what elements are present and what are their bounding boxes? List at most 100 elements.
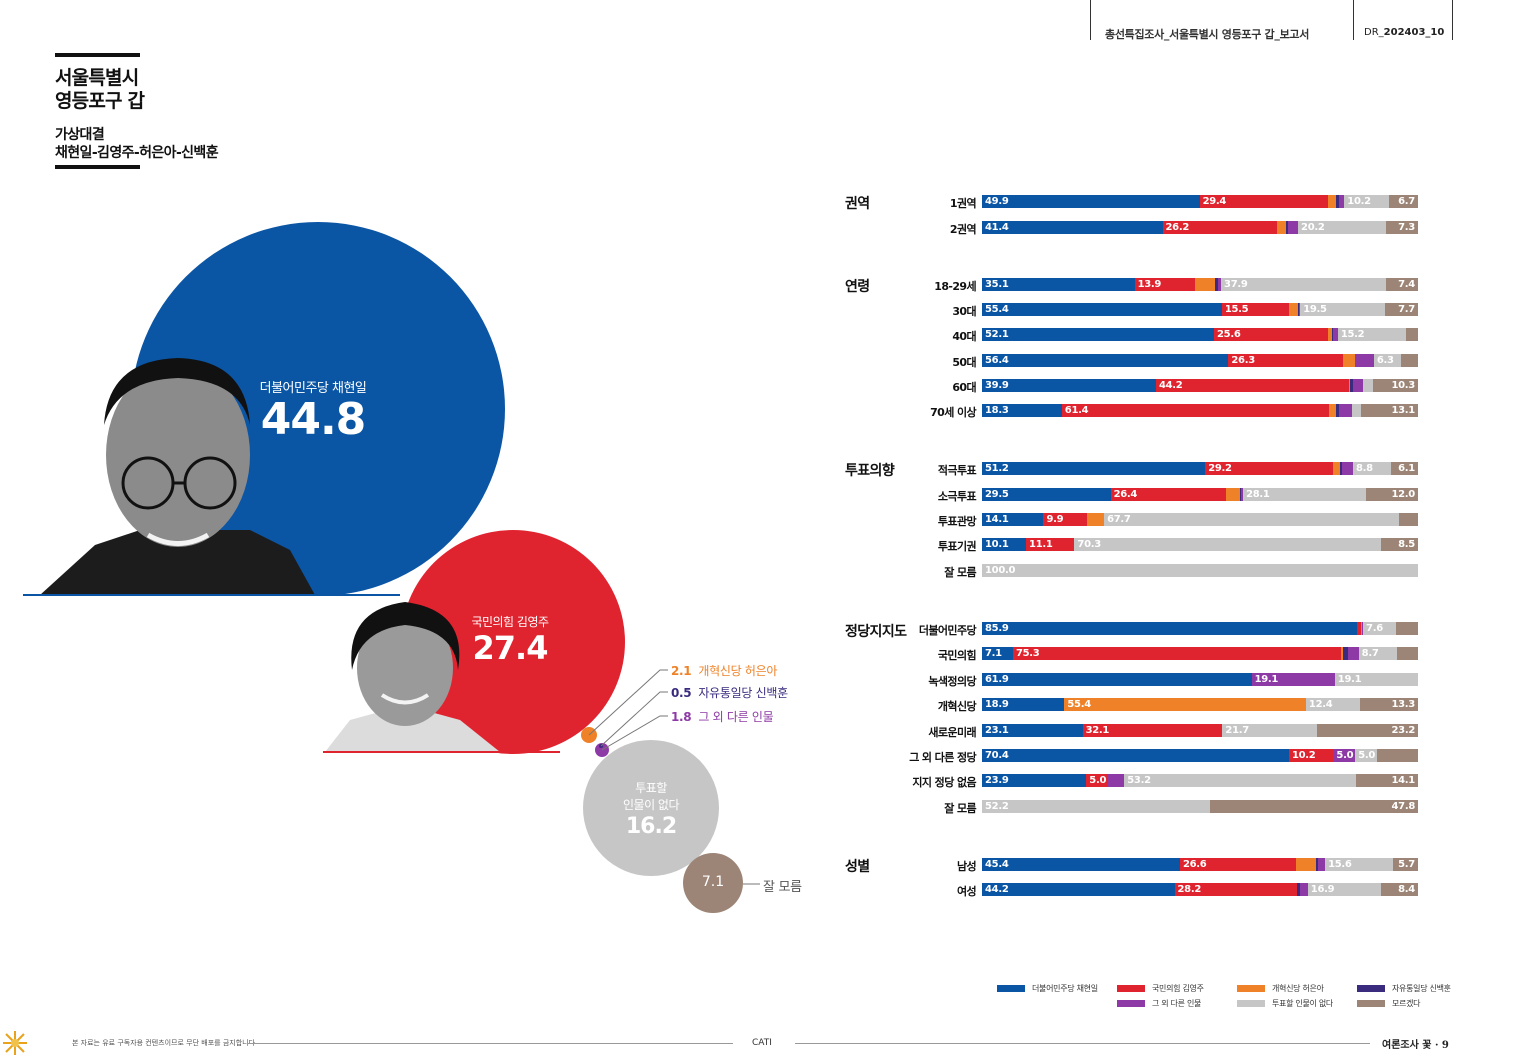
bar-value-label: 23.9	[985, 775, 1009, 786]
bar-segment-unity	[1332, 328, 1334, 341]
bar-segment-none: 21.7	[1222, 724, 1317, 737]
bar-row: 52.2 47.8	[982, 800, 1418, 813]
bar-row: 18.3 61.4 13.1	[982, 404, 1418, 417]
bar-value-label: 44.2	[985, 884, 1009, 895]
bar-row: 45.4 26.6 15.6 5.7	[982, 858, 1418, 871]
bar-segment-dem: 41.4	[982, 221, 1163, 234]
bar-value-label: 70.3	[1077, 539, 1101, 550]
bar-value-label: 19.5	[1303, 304, 1327, 315]
bar-segment-dem: 14.1	[982, 513, 1044, 526]
bar-segment-other: 5.0	[1333, 749, 1356, 762]
bar-value-label: 9.9	[1046, 514, 1064, 525]
bar-segment-other	[1288, 221, 1299, 234]
bar-segment-none: 52.2	[982, 800, 1210, 813]
callout-unity: 0.5 자유통일당 신백훈	[671, 684, 788, 701]
bar-value-label: 7.4	[1398, 279, 1415, 290]
bar-value-label: 39.9	[985, 380, 1009, 391]
bar-segment-unity	[1297, 883, 1300, 896]
bar-segment-ppp: 29.2	[1205, 462, 1333, 475]
bar-segment-unity	[1214, 278, 1218, 291]
bar-value-label: 29.2	[1208, 463, 1232, 474]
bar-value-label: 8.7	[1361, 648, 1379, 659]
bubble-ppp-name: 국민의힘 김영주	[471, 615, 549, 629]
bar-value-label: 7.6	[1366, 623, 1383, 634]
bubble-dem-name: 더불어민주당 채현일	[259, 381, 367, 396]
bar-value-label: 7.7	[1398, 304, 1415, 315]
bar-segment-dem: 45.4	[982, 858, 1180, 871]
bar-value-label: 13.9	[1137, 279, 1162, 290]
sunflower-logo-icon	[3, 1031, 27, 1055]
bar-segment-unity	[1339, 462, 1343, 475]
bar-value-label: 75.3	[1015, 648, 1040, 659]
bar-value-label: 8.8	[1355, 463, 1373, 474]
bar-segment-dunno: 13.1	[1360, 404, 1418, 417]
row-label: 여성	[956, 885, 977, 898]
bubble-dunno	[683, 853, 743, 913]
bar-value-label: 10.2	[1291, 750, 1316, 761]
bar-segment-dunno	[1396, 647, 1418, 660]
bar-segment-none: 8.8	[1352, 462, 1392, 475]
legend-label: 국민의힘 김영주	[1152, 984, 1204, 993]
callout-line-unity	[600, 691, 668, 747]
bar-segment-none: 7.6	[1363, 622, 1397, 635]
bar-segment-ppp: 61.4	[1061, 404, 1330, 417]
report-title: 총선특집조사_서울특별시 영등포구 갑_보고서	[1105, 28, 1310, 41]
bar-segment-dem: 85.9	[982, 622, 1357, 635]
bar-value-label: 28.1	[1246, 489, 1270, 500]
bar-segment-unity	[1286, 221, 1289, 234]
bar-row: 56.4 26.3 6.3	[982, 354, 1418, 367]
bar-segment-reform	[1195, 278, 1215, 291]
callout-line-other	[601, 715, 668, 751]
bar-segment-reform	[1332, 462, 1340, 475]
bar-value-label: 5.7	[1398, 859, 1415, 870]
bar-segment-other: 19.1	[1251, 673, 1335, 686]
report-code-prefix: DR_	[1364, 27, 1384, 38]
bar-row: 23.1 32.1 21.7 23.2	[982, 724, 1418, 737]
callout-line-reform	[588, 669, 668, 736]
bar-segment-other	[1333, 328, 1338, 341]
section-gender: 성별	[845, 859, 870, 875]
callout-unity-value: 0.5	[671, 686, 692, 700]
bar-segment-ppp: 29.4	[1199, 195, 1328, 208]
bar-segment-dunno: 6.7	[1388, 195, 1418, 208]
bar-segment-dunno	[1401, 354, 1418, 367]
bar-segment-dunno	[1396, 622, 1418, 635]
bar-value-label: 67.7	[1107, 514, 1131, 525]
row-label: 소극투표	[937, 490, 977, 503]
bar-segment-other	[1362, 622, 1364, 635]
legend-label: 모르겠다	[1392, 999, 1421, 1008]
bar-row: 23.9 5.0 53.2 14.1	[982, 774, 1418, 787]
bar-row: 18.9 55.4 12.4 13.3	[982, 698, 1418, 711]
bar-value-label: 11.1	[1029, 539, 1053, 550]
bubble-dem-value: 44.8	[260, 394, 367, 445]
bar-segment-dunno: 47.8	[1209, 800, 1418, 813]
bar-segment-ppp: 13.9	[1134, 278, 1195, 291]
bar-segment-dem: 49.9	[982, 195, 1200, 208]
bar-segment-dem: 23.9	[982, 774, 1087, 787]
bar-segment-dem: 18.3	[982, 404, 1062, 417]
bar-value-label: 10.2	[1347, 196, 1371, 207]
subtitle-line1: 가상대결	[55, 127, 105, 143]
bar-segment-dem: 39.9	[982, 379, 1156, 392]
bar-segment-other	[1298, 303, 1301, 316]
bar-segment-ppp: 32.1	[1082, 724, 1223, 737]
bar-segment-none	[1362, 379, 1374, 392]
row-label: 잘 모름	[944, 566, 976, 579]
bar-segment-none: 16.9	[1307, 883, 1382, 896]
bar-row: 7.1 75.3 8.7	[982, 647, 1418, 660]
bubble-chart	[23, 222, 760, 913]
bar-segment-none: 19.5	[1300, 303, 1385, 316]
bar-segment-dunno: 7.4	[1385, 278, 1418, 291]
bar-value-label: 61.4	[1064, 405, 1089, 416]
callout-other-label: 그 외 다른 인물	[698, 710, 774, 724]
row-label: 남성	[956, 860, 977, 873]
bar-segment-ppp: 26.6	[1179, 858, 1296, 871]
bar-segment-dunno: 23.2	[1316, 724, 1418, 737]
bar-row: 49.9 29.4 10.2 6.7	[982, 195, 1418, 208]
bar-segment-ppp	[1356, 622, 1361, 635]
bar-segment-none: 53.2	[1124, 774, 1357, 787]
bar-segment-unity	[1343, 647, 1348, 660]
bar-segment-dunno: 13.3	[1359, 698, 1418, 711]
bar-segment-dunno	[1377, 749, 1418, 762]
bar-value-label: 47.8	[1391, 801, 1416, 812]
